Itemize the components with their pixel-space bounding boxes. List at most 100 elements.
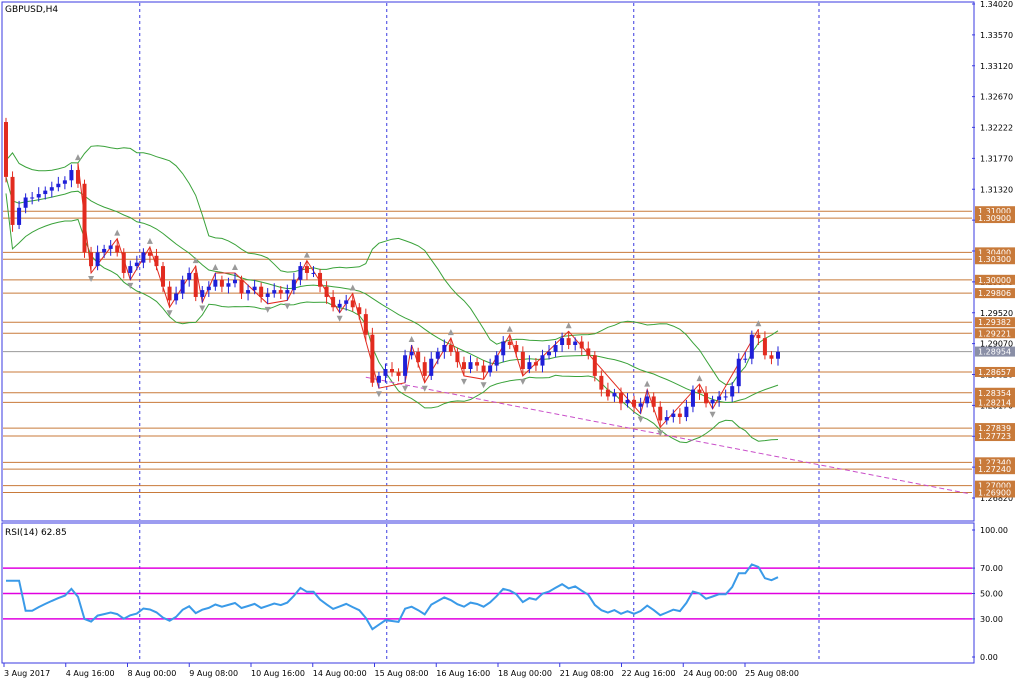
fractal-down-marker [375, 391, 382, 398]
fractal-up-marker [231, 263, 238, 270]
middle-band [5, 176, 779, 404]
candle-body [232, 279, 237, 284]
fractal-down-marker [460, 378, 467, 385]
price-box-label: 1.27839 [978, 424, 1011, 433]
fractal-up-marker [114, 229, 121, 236]
candle-body [704, 393, 709, 404]
fractal-down-marker [402, 385, 409, 392]
candle-body [507, 341, 512, 345]
support-trendline [365, 376, 971, 495]
candle-body [560, 338, 565, 345]
candle-body [448, 344, 453, 352]
fractal-up-marker [696, 375, 703, 382]
candle-body [461, 362, 466, 370]
candle-body [318, 272, 323, 287]
candle-body [62, 180, 67, 184]
candle-body [416, 351, 421, 363]
candle-body [618, 393, 623, 404]
candle-body [154, 255, 159, 267]
candle-body [396, 372, 401, 376]
time-tick-label: 18 Aug 00:00 [498, 669, 552, 678]
candle-body [226, 283, 231, 287]
price-box [975, 480, 1015, 491]
time-tick-label: 21 Aug 08:00 [560, 669, 614, 678]
fractal-down-marker [637, 416, 644, 423]
price-box-label: 1.29221 [978, 329, 1011, 338]
price-box-label: 1.28354 [978, 389, 1011, 398]
candle-body [265, 293, 270, 297]
candle-body [468, 362, 473, 370]
price-box-label: 1.28657 [978, 368, 1011, 377]
price-box-label: 1.30300 [978, 255, 1011, 264]
candle-body [82, 183, 87, 253]
candle-body [690, 389, 695, 407]
candle-body [677, 413, 682, 418]
fractal-down-marker [336, 315, 343, 322]
candle-body [187, 272, 192, 280]
time-tick-label: 16 Aug 16:00 [436, 669, 490, 678]
price-box [975, 254, 1015, 265]
candle-body [134, 262, 139, 267]
time-tick-label: 14 Aug 00:00 [313, 669, 367, 678]
candle-body [161, 266, 166, 287]
candle-body [17, 207, 22, 225]
price-tick-label: 1.29520 [980, 309, 1013, 318]
price-box [975, 247, 1015, 258]
candle-body [756, 334, 761, 339]
fractal-down-marker [127, 282, 134, 289]
price-tick-label: 1.31770 [980, 154, 1013, 163]
candle-body [455, 351, 460, 363]
price-box-label: 1.26900 [978, 489, 1011, 498]
candle-body [481, 365, 486, 373]
candle-body [671, 413, 676, 418]
candle-body [23, 197, 28, 208]
fractal-up-marker [303, 251, 310, 258]
candle-body [370, 334, 375, 383]
candle-body [324, 286, 329, 297]
candle-body [520, 351, 525, 370]
time-tick-label: 25 Aug 08:00 [745, 669, 799, 678]
fractal-up-marker [212, 263, 219, 270]
candle-body [174, 293, 179, 301]
candle-body [331, 296, 336, 308]
candle-body [141, 252, 146, 263]
fractal-down-marker [199, 305, 206, 312]
candle-body [69, 170, 74, 181]
candle-body [553, 344, 558, 352]
candle-body [638, 403, 643, 407]
candle-body [95, 252, 100, 267]
candle-body [56, 183, 61, 188]
candle-body [4, 122, 8, 177]
candle-body [350, 300, 355, 308]
candle-body [684, 406, 689, 418]
candle-body [219, 279, 224, 287]
trendline [365, 376, 971, 495]
fractal-down-marker [657, 430, 664, 437]
price-tick-label: 1.32222 [980, 123, 1013, 132]
current-price-label: 1.28954 [978, 348, 1011, 357]
price-box-label: 1.30000 [978, 276, 1011, 285]
price-box-label: 1.28214 [978, 398, 1011, 407]
fractal-up-marker [192, 257, 199, 264]
indicator-label: RSI(14) 62.85 [5, 528, 67, 538]
fractal-up-marker [74, 154, 81, 161]
upper-band [5, 145, 779, 386]
candle-body [291, 279, 296, 291]
rsi-tick-label: 70.00 [980, 564, 1003, 573]
price-box [975, 423, 1015, 434]
candle-body [776, 351, 780, 359]
candle-body [769, 355, 774, 359]
price-tick-label: 1.33120 [980, 62, 1013, 71]
price-box-label: 1.29382 [978, 318, 1011, 327]
rsi-series [3, 563, 972, 631]
candle-body [167, 286, 172, 301]
candle-body [664, 417, 669, 421]
rsi-line [6, 563, 779, 631]
price-box [975, 387, 1015, 398]
time-tick-label: 4 Aug 16:00 [66, 669, 115, 678]
price-tick-label: 1.29070 [980, 340, 1013, 349]
candle-body [475, 362, 480, 366]
time-axis: 3 Aug 2017 4 Aug 16:00 8 Aug 00:00 9 Aug 08… [3, 663, 799, 678]
time-tick-label: 10 Aug 16:00 [251, 669, 305, 678]
